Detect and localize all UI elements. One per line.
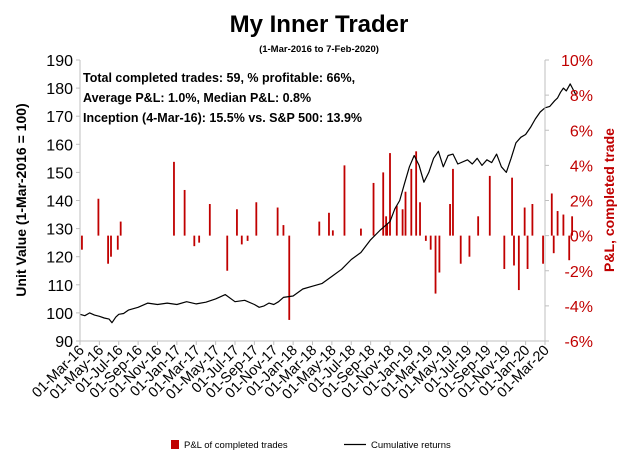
pnl-bar <box>517 235 520 291</box>
pnl-bar <box>531 204 534 236</box>
pnl-bar <box>208 204 211 236</box>
left-axis-tick-label: 150 <box>46 165 73 182</box>
pnl-bar <box>183 189 186 236</box>
pnl-bar <box>526 235 529 269</box>
pnl-bar <box>542 235 544 264</box>
left-axis-tick-label: 90 <box>55 334 73 351</box>
pnl-bar <box>550 193 553 236</box>
pnl-bar <box>255 202 258 236</box>
pnl-bar <box>488 175 491 236</box>
pnl-bar <box>477 216 480 236</box>
pnl-bar <box>429 235 432 250</box>
pnl-bar <box>438 235 441 273</box>
pnl-bar <box>513 235 515 266</box>
pnl-bar <box>415 151 418 236</box>
pnl-bar <box>434 235 437 294</box>
pnl-bar <box>360 228 362 236</box>
pnl-bar <box>556 211 559 236</box>
pnl-bar <box>395 205 398 236</box>
right-axis-tick-label: 8% <box>570 88 593 105</box>
pnl-bar <box>503 235 506 269</box>
right-axis-label: P&L, completed trade <box>601 128 617 272</box>
right-axis-tick-label: 0% <box>570 229 593 246</box>
right-axis-tick-label: -6% <box>565 334 593 351</box>
pnl-bar <box>389 153 391 236</box>
pnl-bar <box>562 214 565 236</box>
pnl-bar <box>386 223 388 236</box>
pnl-bar <box>404 191 407 236</box>
pnl-bar <box>401 209 404 236</box>
pnl-bar <box>81 235 83 250</box>
pnl-bar <box>328 212 330 236</box>
pnl-bar <box>236 209 238 236</box>
pnl-bar <box>246 235 249 241</box>
pnl-bar <box>110 235 112 257</box>
right-axis-tick-label: 10% <box>561 53 593 70</box>
pnl-bar <box>226 235 229 271</box>
legend-swatch-bars <box>171 440 179 449</box>
pnl-bar <box>459 235 462 264</box>
left-axis-label: Unit Value (1-Mar-2016 = 100) <box>13 103 29 296</box>
cumulative-line-layer <box>79 83 577 324</box>
legend-label-line: Cumulative returns <box>371 440 451 451</box>
pnl-bar <box>452 168 454 236</box>
pnl-bar <box>468 235 471 257</box>
pnl-bar <box>116 235 119 250</box>
pnl-bar <box>410 168 413 236</box>
chart-title: My Inner Trader <box>230 11 409 38</box>
pnl-bar <box>568 235 571 261</box>
left-axis-tick-label: 190 <box>46 53 73 70</box>
pnl-bar <box>276 207 279 236</box>
left-axis-tick-label: 130 <box>46 222 73 239</box>
pnl-bar <box>552 235 555 254</box>
left-axis-tick-label: 120 <box>46 250 73 267</box>
right-axis-tick-label: 2% <box>570 194 593 211</box>
pnl-bar <box>173 161 175 236</box>
pnl-bar <box>523 207 526 236</box>
pnl-bar <box>343 165 346 236</box>
right-axis-tick-label: 6% <box>570 123 593 140</box>
chart-subtitle: (1-Mar-2016 to 7-Feb-2020) <box>259 44 379 55</box>
pnl-bar <box>382 172 385 236</box>
pnl-bar <box>419 202 421 236</box>
stats-annotations: Total completed trades: 59, % profitable… <box>83 71 362 125</box>
left-axis-tick-label: 180 <box>46 81 73 98</box>
pnl-bar <box>331 230 334 236</box>
legend-label-bars: P&L of completed trades <box>184 440 288 451</box>
pnl-bar <box>318 221 321 236</box>
left-axis-tick-label: 110 <box>47 278 73 295</box>
pnl-bar <box>240 235 243 245</box>
pnl-bar <box>385 216 388 236</box>
right-axis-tick-label: -2% <box>565 264 593 281</box>
pnl-bar <box>97 198 100 236</box>
pnl-bar <box>571 216 574 236</box>
pnl-bar <box>193 235 196 247</box>
right-axis-tick-label: -4% <box>565 299 593 316</box>
pnl-bar <box>282 225 285 236</box>
left-axis-tick-label: 170 <box>46 109 73 126</box>
pnl-bar <box>424 235 427 241</box>
pnl-bar <box>449 204 451 236</box>
pnl-bar <box>288 235 291 320</box>
legend: P&L of completed trades Cumulative retur… <box>171 440 451 451</box>
cumulative-returns-line <box>79 83 577 324</box>
pnl-bar <box>511 177 513 236</box>
annotation-line-1: Total completed trades: 59, % profitable… <box>83 71 355 85</box>
pnl-bar <box>107 235 109 264</box>
annotation-line-2: Average P&L: 1.0%, Median P&L: 0.8% <box>83 91 311 105</box>
axes: 90 100 110 120 130 140 150 160 170 180 190 -6% -4% -2… <box>29 53 593 403</box>
left-axis-tick-label: 100 <box>46 306 73 323</box>
right-axis-tick-label: 4% <box>570 158 593 175</box>
pnl-bars <box>81 151 574 320</box>
pnl-bar <box>198 235 201 243</box>
annotation-line-3: Inception (4-Mar-16): 15.5% vs. S&P 500:… <box>83 111 362 125</box>
left-axis-tick-label: 160 <box>46 137 73 154</box>
pnl-bar <box>119 221 122 236</box>
left-axis-tick-label: 140 <box>46 194 73 211</box>
pnl-bar <box>372 182 375 236</box>
